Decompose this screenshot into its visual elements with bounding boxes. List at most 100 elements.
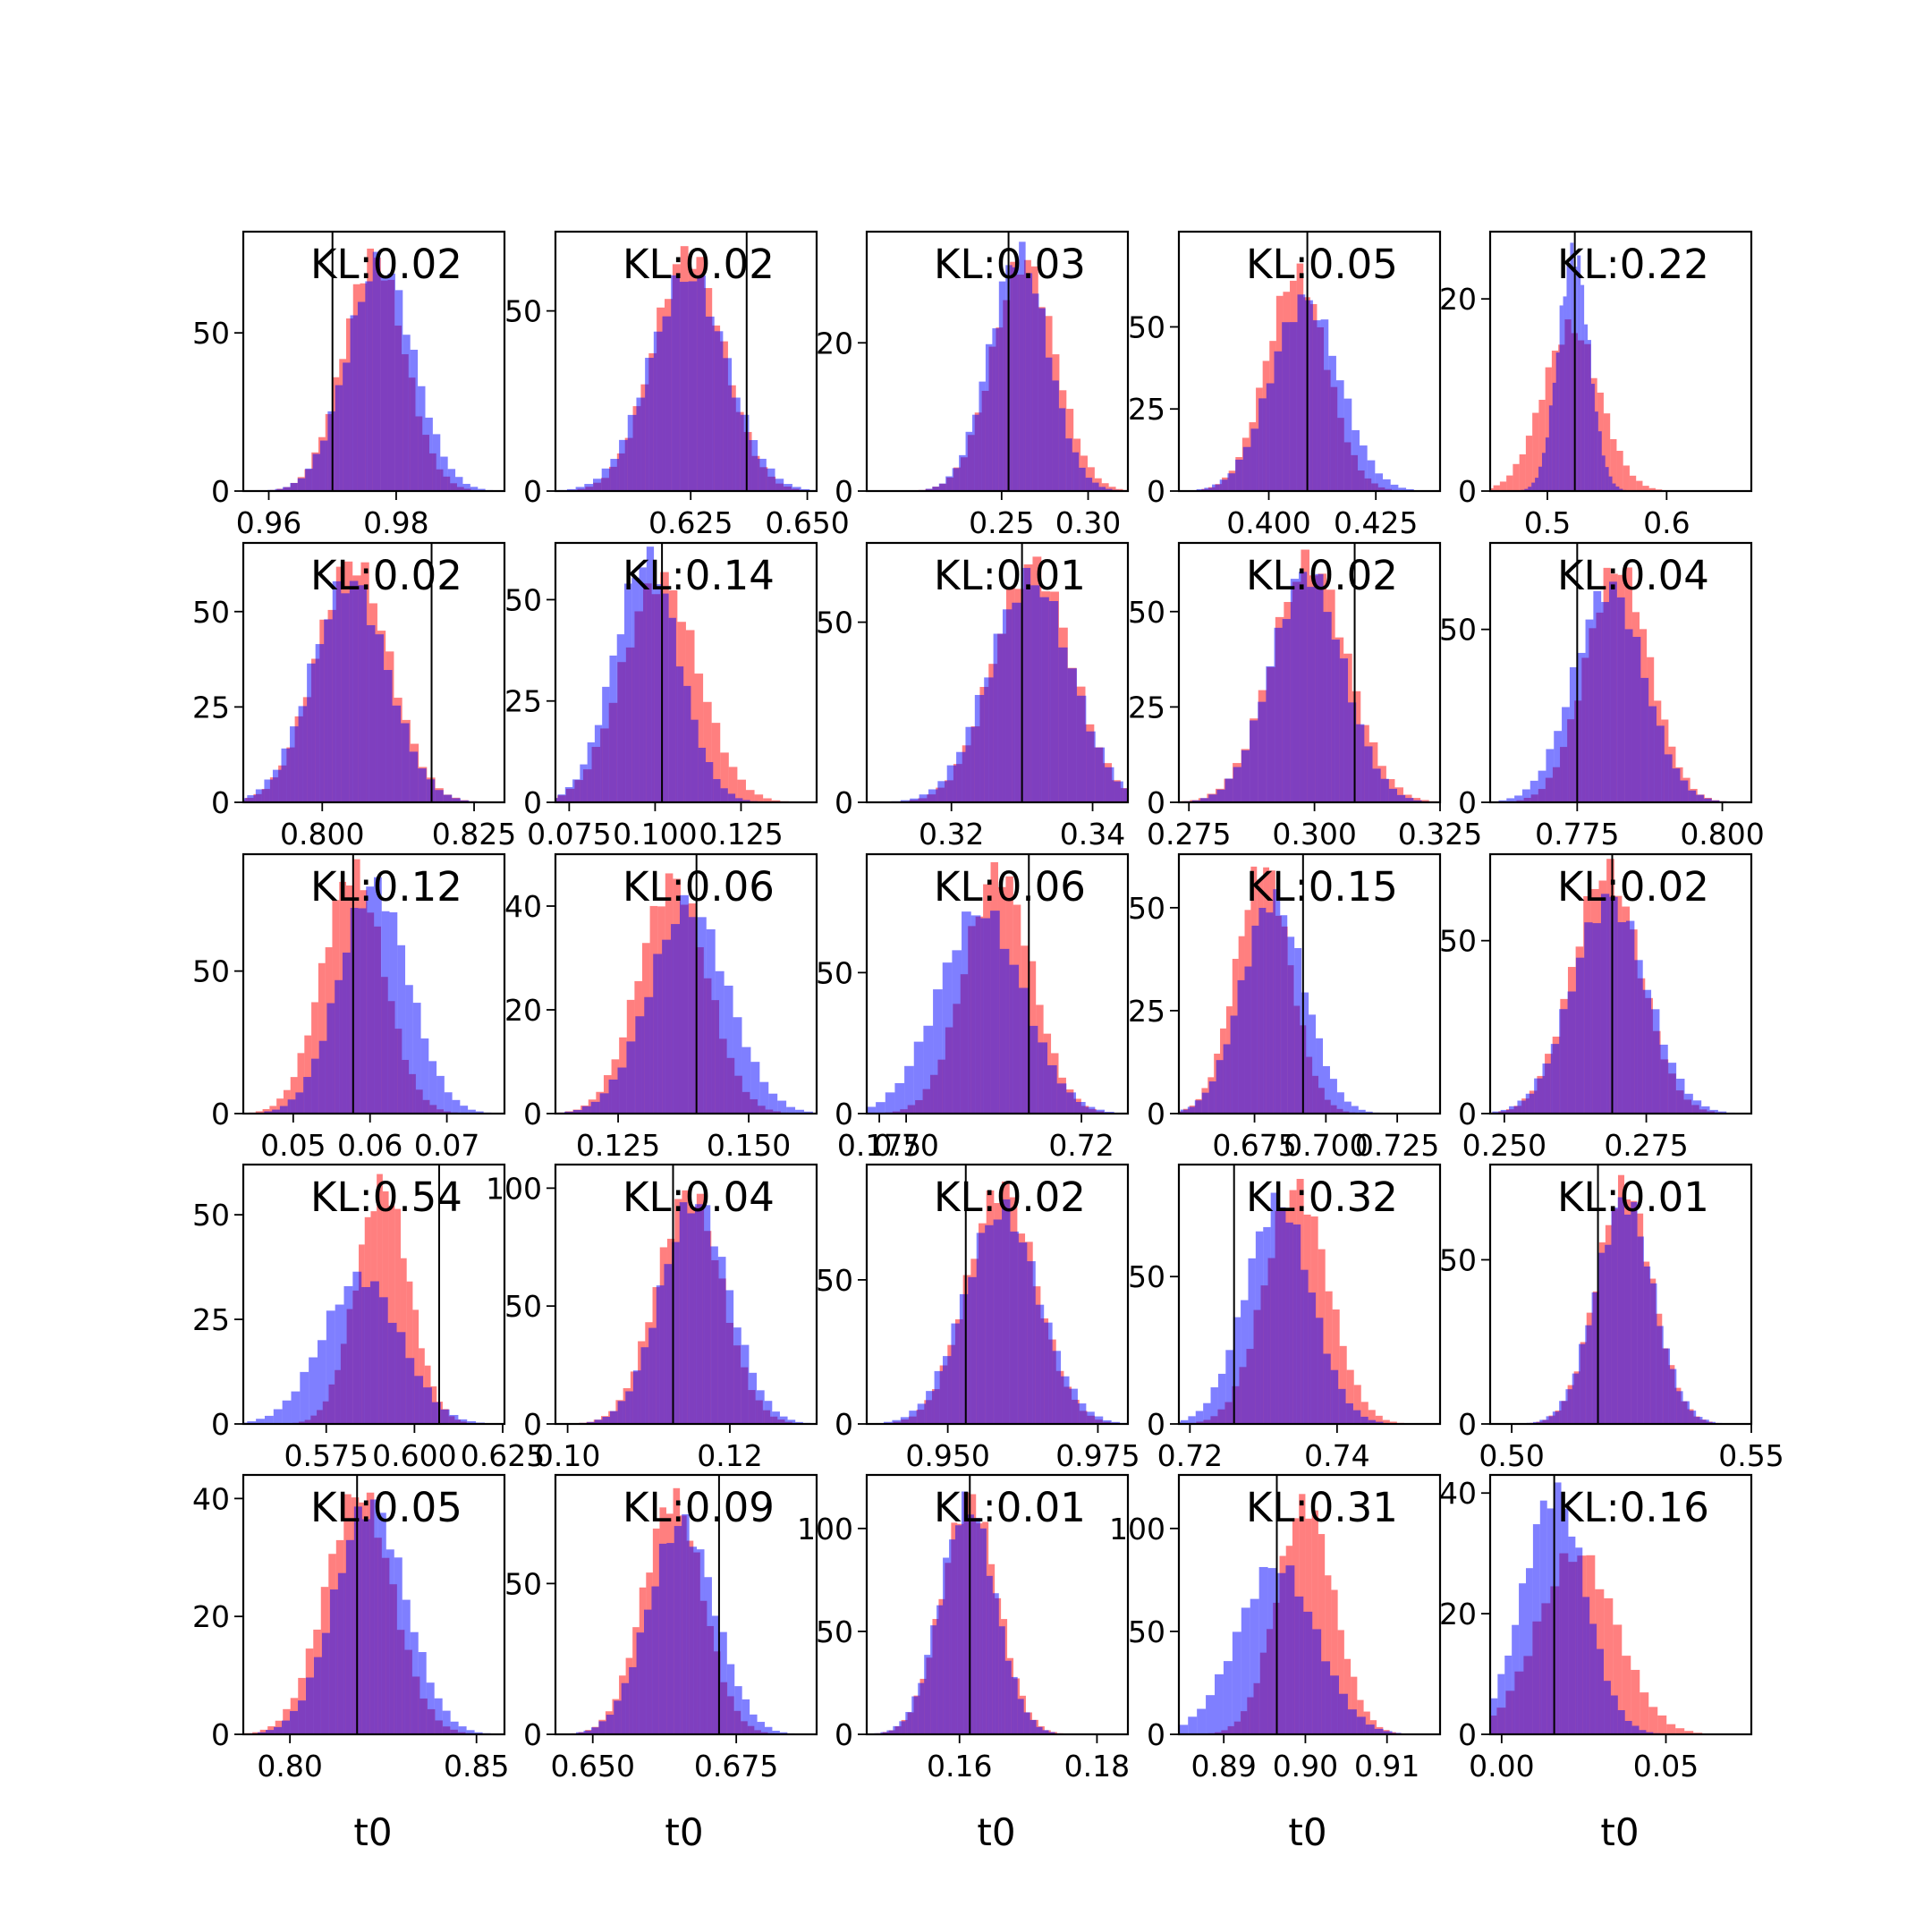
blue-histogram-bar (365, 281, 373, 491)
blue-histogram-bar (1575, 1547, 1583, 1734)
blue-histogram-bar (992, 328, 999, 491)
blue-histogram-bar (1611, 1208, 1618, 1424)
blue-histogram-bar (1241, 1607, 1250, 1734)
kl-divergence-label: KL:0.06 (623, 863, 775, 911)
blue-histogram-bar (281, 748, 291, 802)
blue-histogram-bar (784, 484, 792, 491)
blue-histogram-bar (713, 779, 721, 802)
x-axis-labels: t0 t0 t0 t0 t0 (353, 1810, 1639, 1854)
blue-histogram-bar (1538, 466, 1542, 491)
blue-histogram-bar (1045, 357, 1053, 491)
blue-histogram-bar (1201, 1092, 1209, 1114)
blue-histogram-bar (1368, 1419, 1377, 1424)
red-histogram-bar (311, 1002, 318, 1114)
axes-frame (865, 541, 1130, 804)
blue-histogram-bar (468, 1109, 476, 1114)
blue-histogram-bar (1656, 725, 1665, 802)
blue-histogram-bar (945, 476, 953, 491)
y-tick-label: 20 (504, 993, 542, 1028)
blue-histogram-bar (1504, 1656, 1513, 1734)
blue-histogram-bar (892, 1419, 901, 1424)
red-histogram-bar (1622, 1656, 1631, 1734)
y-tick-label: 0 (211, 1097, 230, 1131)
blue-histogram-bar (656, 1285, 665, 1424)
blue-histogram-bar (1217, 1373, 1226, 1424)
blue-histogram-bar (1237, 979, 1245, 1114)
blue-histogram-bar (387, 273, 395, 491)
blue-histogram-bar (919, 794, 928, 802)
blue-histogram-bar (951, 1323, 960, 1424)
red-histogram-bar (1616, 451, 1623, 491)
blue-histogram-bar (450, 1721, 459, 1734)
blue-histogram-bar (1225, 1350, 1233, 1424)
blue-histogram-bar (381, 911, 390, 1114)
axes-frame (865, 230, 1130, 493)
blue-histogram-bar (1027, 1261, 1036, 1424)
blue-histogram-bar (1235, 459, 1243, 491)
blue-histogram-bar (1692, 1100, 1702, 1114)
blue-histogram-bar (1380, 778, 1389, 802)
blue-histogram-bar (1305, 300, 1313, 491)
blue-histogram-bar (965, 431, 973, 491)
blue-histogram-bar (1066, 1092, 1076, 1114)
blue-histogram-bar (943, 1557, 950, 1734)
blue-histogram-bar (1216, 789, 1225, 802)
blue-histogram-bar (917, 1403, 927, 1424)
blue-histogram-bar (1538, 770, 1546, 802)
subplot-5: 0.5 0.6 0 20 KL:0.22 (1439, 230, 1753, 540)
blue-histogram-bar (332, 580, 342, 802)
y-tick-label: 0 (523, 474, 542, 509)
red-histogram-bar (1640, 1692, 1649, 1734)
blue-histogram-bar (358, 908, 367, 1114)
blue-histogram-bar (949, 1539, 956, 1734)
blue-histogram-bar (993, 633, 1003, 802)
blue-histogram-bar (1251, 925, 1259, 1114)
x-axis-label-col-4: t0 (1288, 1810, 1326, 1854)
blue-histogram-bar (955, 1525, 962, 1734)
red-histogram-bar (1115, 488, 1123, 491)
blue-histogram-bar (266, 1730, 275, 1734)
blue-histogram-bar (1568, 1536, 1576, 1734)
blue-histogram-bar (572, 1109, 582, 1114)
axes-frame (1488, 1163, 1753, 1426)
blue-histogram-bar (1717, 1111, 1727, 1114)
blue-histogram-bar (1323, 1065, 1330, 1114)
blue-histogram-bar (1085, 1106, 1096, 1114)
blue-histogram-bar (1490, 1698, 1498, 1734)
blue-histogram-bar (1554, 1482, 1562, 1734)
blue-histogram-bar (592, 479, 602, 491)
red-histogram-bar (763, 798, 772, 802)
blue-histogram-bar (335, 1304, 344, 1424)
subplot-25: 0.00 0.05 0 20 40 KL:0.16 (1439, 1473, 1753, 1784)
blue-histogram-bar (621, 1682, 630, 1734)
blue-histogram-bar (1605, 467, 1609, 491)
blue-histogram (874, 1491, 1062, 1734)
axes-frame (1488, 1473, 1753, 1736)
blue-histogram-bar (992, 1593, 999, 1734)
blue-histogram-bar (1561, 1508, 1569, 1734)
blue-histogram-bar (1594, 411, 1598, 491)
blue-histogram-bar (1212, 484, 1220, 491)
blue-histogram-bar (1114, 781, 1123, 802)
kl-divergence-label: KL:0.01 (934, 552, 1086, 599)
blue-histogram-bar (420, 1038, 429, 1114)
blue-histogram-bar (366, 624, 376, 802)
axes-frame (865, 852, 1130, 1115)
red-histogram-bar (754, 794, 764, 802)
blue-histogram-bar (307, 663, 316, 802)
blue-histogram-bar (1546, 1508, 1555, 1734)
blue-histogram-bar (402, 1599, 411, 1734)
red-histogram-bar (1493, 485, 1500, 491)
blue-histogram-bar (1328, 355, 1336, 491)
blue-histogram-bar (1105, 767, 1114, 802)
y-tick-label: 50 (1439, 924, 1477, 959)
kl-divergence-label: KL:0.12 (310, 863, 462, 911)
red-histogram-bar (1351, 1676, 1358, 1734)
blue-histogram-bar (893, 1725, 900, 1734)
blue-histogram-bar (1566, 263, 1571, 491)
blue-histogram (1521, 242, 1627, 491)
blue-histogram-bar (1703, 798, 1712, 802)
blue-histogram-bar (1383, 1731, 1393, 1734)
blue-histogram-bar (1567, 991, 1576, 1114)
